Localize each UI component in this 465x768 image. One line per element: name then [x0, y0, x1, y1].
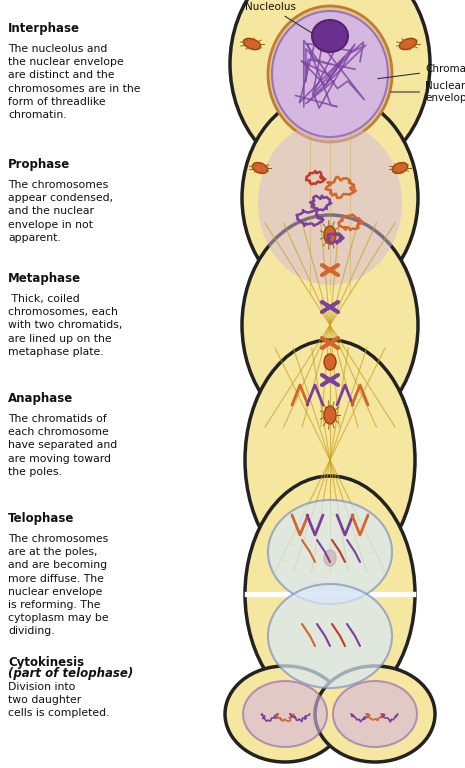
Text: The chromosomes
are at the poles,
and are becoming
more diffuse. The
nuclear env: The chromosomes are at the poles, and ar… [8, 534, 109, 637]
Text: Division into
two daughter
cells is completed.: Division into two daughter cells is comp… [8, 682, 109, 718]
Ellipse shape [324, 226, 336, 244]
Text: Thick, coiled
chromosomes, each
with two chromatids,
are lined up on the
metapha: Thick, coiled chromosomes, each with two… [8, 294, 122, 357]
Text: Telophase: Telophase [8, 512, 74, 525]
Ellipse shape [242, 93, 418, 303]
Ellipse shape [324, 354, 336, 370]
Ellipse shape [243, 38, 260, 50]
Ellipse shape [268, 584, 392, 688]
Text: Prophase: Prophase [8, 158, 70, 171]
Ellipse shape [245, 476, 415, 712]
Ellipse shape [315, 666, 435, 762]
Text: Anaphase: Anaphase [8, 392, 73, 405]
Ellipse shape [243, 681, 327, 747]
Ellipse shape [258, 121, 402, 285]
Text: Cytokinesis: Cytokinesis [8, 656, 84, 669]
Ellipse shape [333, 681, 417, 747]
Text: The nucleolus and
the nuclear envelope
are distinct and the
chromosomes are in t: The nucleolus and the nuclear envelope a… [8, 44, 140, 120]
Ellipse shape [252, 163, 268, 174]
Text: Nucleolus: Nucleolus [245, 2, 318, 37]
Text: (part of telophase): (part of telophase) [8, 667, 133, 680]
Ellipse shape [230, 0, 430, 179]
Text: Interphase: Interphase [8, 22, 80, 35]
Ellipse shape [268, 500, 392, 604]
Text: The chromosomes
appear condensed,
and the nuclear
envelope in not
apparent.: The chromosomes appear condensed, and th… [8, 180, 113, 243]
Text: Metaphase: Metaphase [8, 272, 81, 285]
Ellipse shape [225, 666, 345, 762]
Text: The chromatids of
each chromosome
have separated and
are moving toward
the poles: The chromatids of each chromosome have s… [8, 414, 117, 477]
Ellipse shape [312, 20, 348, 52]
Ellipse shape [392, 163, 408, 174]
Ellipse shape [268, 6, 392, 142]
Text: Chromatin: Chromatin [378, 64, 465, 78]
Text: Nuclear
envelope: Nuclear envelope [391, 81, 465, 103]
Ellipse shape [272, 11, 388, 137]
Ellipse shape [324, 550, 336, 566]
Ellipse shape [245, 340, 415, 580]
Ellipse shape [242, 215, 418, 435]
Ellipse shape [399, 38, 417, 50]
Ellipse shape [324, 406, 336, 424]
